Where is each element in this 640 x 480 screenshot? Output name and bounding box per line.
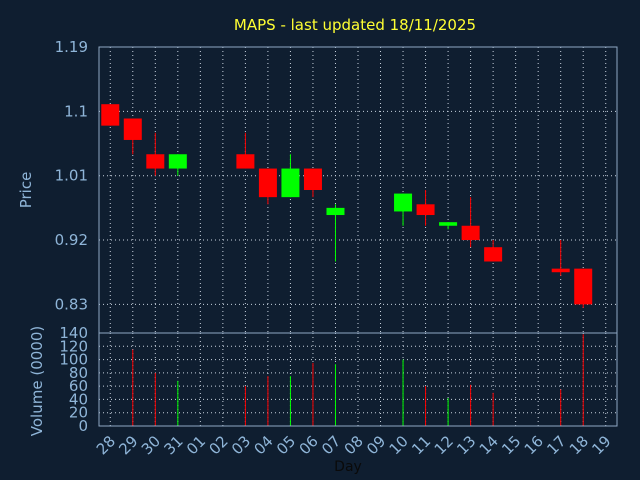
volume-bars xyxy=(132,334,584,426)
candle-body xyxy=(484,247,503,262)
candle-body xyxy=(551,268,570,273)
candle-body xyxy=(326,207,345,216)
price-y-tick-label: 0.92 xyxy=(55,231,88,249)
volume-y-tick-label: 20 xyxy=(69,404,88,422)
price-panel-frame xyxy=(98,46,618,334)
x-axis-label: Day xyxy=(334,459,362,475)
price-grid xyxy=(99,46,617,333)
candle-body xyxy=(101,104,120,126)
volume-y-tick-label: 80 xyxy=(69,364,88,382)
volume-panel-frame xyxy=(98,332,618,427)
volume-y-tick-label: 120 xyxy=(59,337,88,355)
price-axis-label: Price xyxy=(17,172,35,209)
volume-y-tick-label: 0 xyxy=(78,417,88,435)
candle-body xyxy=(461,225,480,241)
volume-y-tick-label: 140 xyxy=(59,324,88,342)
candle-body xyxy=(303,168,322,190)
candle-body xyxy=(394,193,413,212)
candles xyxy=(101,104,593,308)
candle-body xyxy=(281,168,300,198)
price-y-tick-label: 1.01 xyxy=(55,167,88,185)
volume-y-tick-label: 40 xyxy=(69,390,88,408)
candle-body xyxy=(258,168,277,198)
candle-body xyxy=(168,154,187,169)
x-ticks: 2829303101020304050607080910111213141516… xyxy=(93,432,615,458)
price-y-tick-label: 1.19 xyxy=(55,38,88,56)
chart-title: MAPS - last updated 18/11/2025 xyxy=(234,16,476,34)
price-y-tick-label: 1.1 xyxy=(64,102,88,120)
price-y-ticks: 0.83 0.92 1.01 1.1 1.19 xyxy=(55,38,88,313)
volume-axis-label: Volume (0000) xyxy=(28,326,46,436)
candle-body xyxy=(574,268,593,305)
x-tick-label: 19 xyxy=(588,432,614,458)
volume-grid xyxy=(99,332,617,427)
candle-body xyxy=(439,222,458,226)
candle-body xyxy=(123,118,142,140)
candle-body xyxy=(236,154,255,169)
volume-y-tick-label: 60 xyxy=(69,377,88,395)
candle-body xyxy=(416,204,435,216)
volume-y-tick-label: 100 xyxy=(59,351,88,369)
candle-body xyxy=(146,154,165,169)
price-y-tick-label: 0.83 xyxy=(55,295,88,313)
